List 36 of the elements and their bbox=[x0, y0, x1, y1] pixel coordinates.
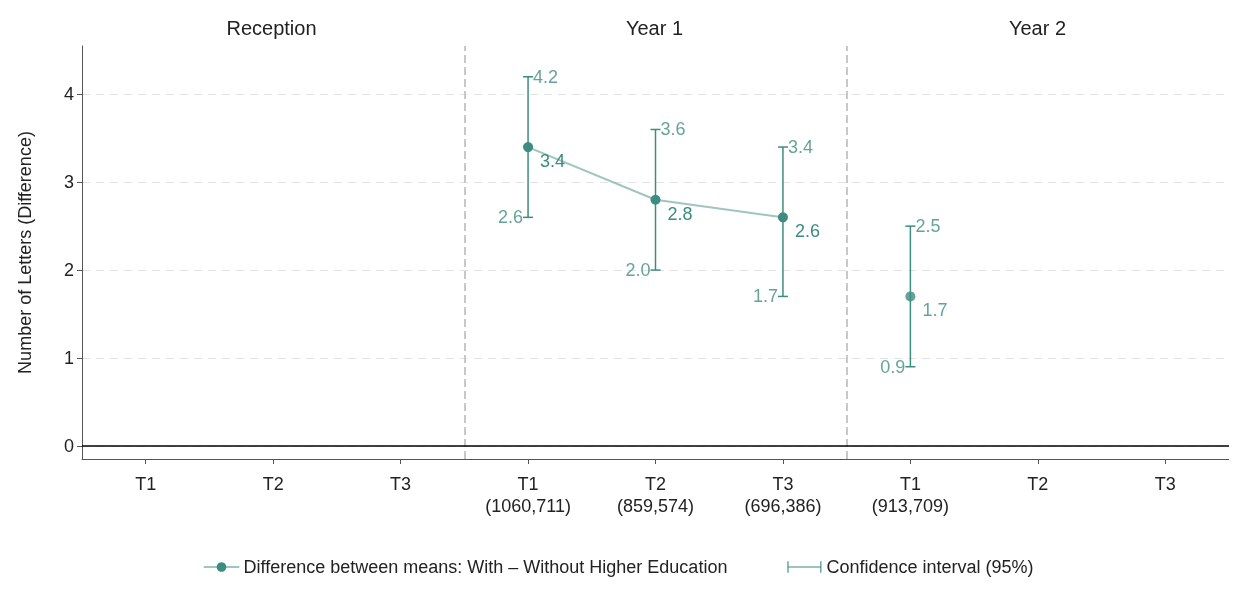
y-tick-label: 2 bbox=[63, 260, 74, 281]
annotation: 3.4 bbox=[787, 137, 813, 158]
text: Reception bbox=[226, 17, 317, 39]
data-label: 3.4 bbox=[540, 151, 566, 172]
x-tick-label: T1 (1060,711) bbox=[485, 474, 571, 516]
point bbox=[777, 212, 788, 223]
text: Year 2 bbox=[1008, 17, 1067, 39]
y-tick-label: 4 bbox=[63, 84, 74, 105]
x-tick-label: T2 bbox=[1027, 474, 1049, 494]
y-tick-label: 0 bbox=[63, 435, 74, 456]
y-axis-title: Number of Letters (Difference) bbox=[15, 131, 35, 374]
annotation: 2.5 bbox=[915, 216, 941, 237]
x-tick-label: T3 (696,386) bbox=[744, 474, 822, 516]
x-tick-label: T1 bbox=[135, 474, 157, 494]
annotation: 2.0 bbox=[625, 260, 651, 281]
annotation: 1.7 bbox=[752, 286, 778, 307]
text: Year 1 bbox=[625, 17, 684, 39]
annotation: 2.6 bbox=[498, 207, 524, 228]
data-label: 2.8 bbox=[667, 203, 693, 224]
point bbox=[905, 291, 916, 302]
text: Confidence interval (95%) bbox=[826, 557, 1034, 577]
annotation: 0.9 bbox=[880, 356, 906, 377]
y-tick-label: 3 bbox=[63, 172, 74, 193]
y-tick-label: 1 bbox=[63, 347, 74, 368]
data-label: 2.6 bbox=[794, 221, 820, 242]
x-tick-label: T2 bbox=[262, 474, 284, 494]
point bbox=[523, 142, 534, 153]
x-tick-label: T3 bbox=[390, 474, 412, 494]
x-tick-label: T2 (859,574) bbox=[616, 474, 695, 516]
x-tick-label: T3 bbox=[1154, 474, 1176, 494]
point bbox=[650, 194, 661, 205]
annotation: 3.6 bbox=[660, 119, 686, 140]
legend-label: Difference between means: With – Without Higher Education bbox=[243, 557, 728, 577]
annotation: 4.2 bbox=[533, 66, 559, 87]
x-tick-label: T1 (913,709) bbox=[871, 474, 949, 516]
data-label: 1.7 bbox=[922, 300, 948, 321]
